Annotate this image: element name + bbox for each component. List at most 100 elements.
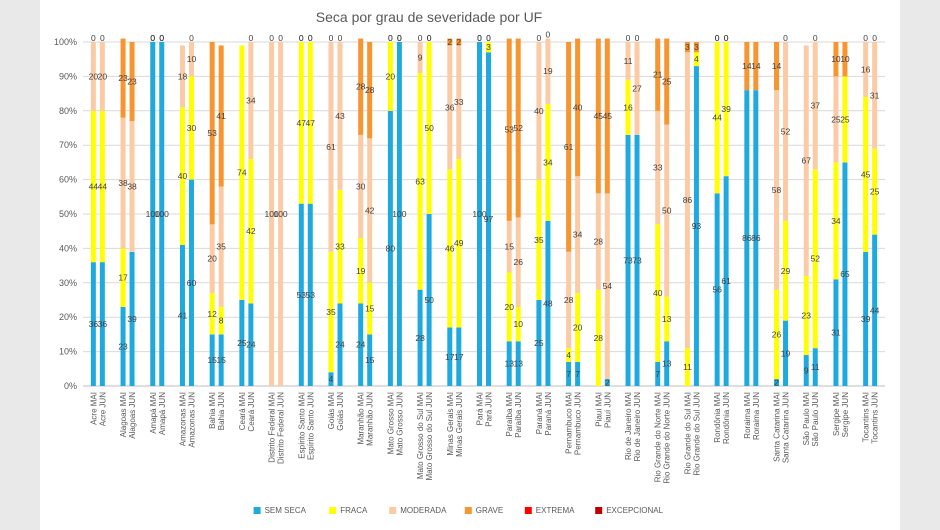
- data-label: 0: [537, 33, 542, 43]
- data-label: 34: [573, 230, 583, 240]
- y-tick-label: 0%: [64, 381, 77, 391]
- bar-segment: [239, 45, 245, 300]
- bar-segment: [337, 303, 343, 386]
- x-category-label: Rondônia JUN: [722, 392, 731, 444]
- data-label: 17: [445, 352, 455, 362]
- bar-segment: [506, 341, 512, 386]
- data-label: 29: [781, 266, 791, 276]
- bar-segment: [545, 220, 551, 386]
- x-category-label: Paraíba MAI: [505, 392, 514, 436]
- bar-segment: [120, 306, 126, 386]
- bar-segment: [604, 38, 610, 194]
- x-category-label: Rondônia MAI: [713, 392, 722, 443]
- data-label: 2: [447, 37, 452, 47]
- data-label: 52: [811, 254, 821, 264]
- bar-segment: [566, 42, 572, 252]
- bar-segment: [536, 179, 542, 300]
- data-label: 7: [575, 369, 580, 379]
- data-label: 15: [365, 304, 375, 314]
- data-label: 13: [662, 314, 672, 324]
- bar-segment: [655, 224, 661, 362]
- data-label: 21: [653, 70, 663, 80]
- data-label: 0: [308, 33, 313, 43]
- data-label: 100: [273, 209, 287, 219]
- data-label: 36: [445, 102, 455, 112]
- data-label: 2: [456, 37, 461, 47]
- y-tick-label: 20%: [59, 312, 77, 322]
- y-tick-label: 40%: [59, 243, 77, 253]
- data-label: 0: [278, 33, 283, 43]
- data-label: 35: [326, 307, 336, 317]
- data-label: 0: [159, 33, 164, 43]
- bar-segment: [129, 42, 135, 122]
- bar-segment: [367, 42, 373, 139]
- data-label: 0: [546, 30, 551, 40]
- bar-segment: [239, 300, 245, 386]
- x-category-label: Espírito Santo MAI: [297, 392, 306, 459]
- data-label: 0: [100, 33, 105, 43]
- bar-segment: [367, 282, 373, 335]
- bar-segment: [358, 238, 364, 304]
- data-label: 54: [603, 281, 613, 291]
- data-label: 12: [207, 309, 217, 319]
- data-label: 38: [127, 181, 137, 191]
- data-label: 28: [594, 333, 604, 343]
- data-label: 0: [635, 33, 640, 43]
- x-category-label: Sergipe JUN: [841, 392, 850, 438]
- bar-segment: [417, 289, 423, 386]
- data-label: 35: [534, 235, 544, 245]
- data-label: 43: [335, 111, 345, 121]
- bar-segment: [575, 176, 581, 294]
- data-label: 0: [477, 33, 482, 43]
- bar-segment: [545, 38, 551, 104]
- data-label: 25: [840, 114, 850, 124]
- x-category-label: Santa Catarina MAI: [773, 392, 782, 462]
- data-label: 0: [477, 33, 482, 43]
- y-tick-label: 50%: [59, 209, 77, 219]
- data-label: 16: [623, 102, 633, 112]
- bar-segment: [655, 38, 661, 111]
- data-label: 10: [187, 54, 197, 64]
- bar-segment: [604, 379, 610, 386]
- x-category-label: Rio de Janeiro MAI: [624, 392, 633, 460]
- bar-segment: [536, 42, 542, 180]
- data-label: 9: [804, 366, 809, 376]
- data-label: 20: [573, 323, 583, 333]
- stacked-bar-chart: Seca por grau de severidade por UF 0% 10%…: [54, 9, 885, 515]
- y-tick-label: 90%: [59, 71, 77, 81]
- x-category-label: Alagoas JUN: [128, 392, 137, 439]
- bar-segment: [120, 248, 126, 307]
- bar-segment: [209, 224, 215, 294]
- bar-segment: [575, 38, 581, 177]
- data-label: 44: [98, 181, 108, 191]
- bar-segment: [684, 42, 690, 53]
- legend-label: EXCEPCIONAL: [606, 506, 663, 515]
- data-label: 3: [685, 42, 690, 52]
- data-label: 33: [454, 97, 464, 107]
- bar-segment: [595, 289, 601, 386]
- bar-segment: [575, 361, 581, 386]
- data-label: 44: [89, 181, 99, 191]
- bar-segment: [358, 134, 364, 239]
- data-label: 13: [504, 359, 514, 369]
- data-label: 34: [831, 216, 841, 226]
- legend-label: EXTREMA: [536, 506, 575, 515]
- data-label: 33: [335, 242, 345, 252]
- bar-segment: [693, 66, 699, 386]
- data-label: 58: [772, 185, 782, 195]
- bar-segment: [218, 334, 224, 386]
- data-label: 23: [118, 341, 128, 351]
- data-label: 40: [653, 288, 663, 298]
- data-label: 50: [424, 123, 434, 133]
- bar-segment: [179, 244, 185, 386]
- data-label: 19: [781, 348, 791, 358]
- data-label: 28: [564, 295, 574, 305]
- bar-segment: [248, 303, 254, 386]
- x-category-label: Pernambuco MAI: [565, 392, 574, 454]
- bar-segment: [188, 42, 194, 77]
- data-label: 53: [504, 125, 514, 135]
- data-label: 25: [662, 77, 672, 87]
- data-label: 47: [306, 118, 316, 128]
- x-category-label: Acre JUN: [98, 392, 107, 426]
- y-tick-label: 10%: [59, 347, 77, 357]
